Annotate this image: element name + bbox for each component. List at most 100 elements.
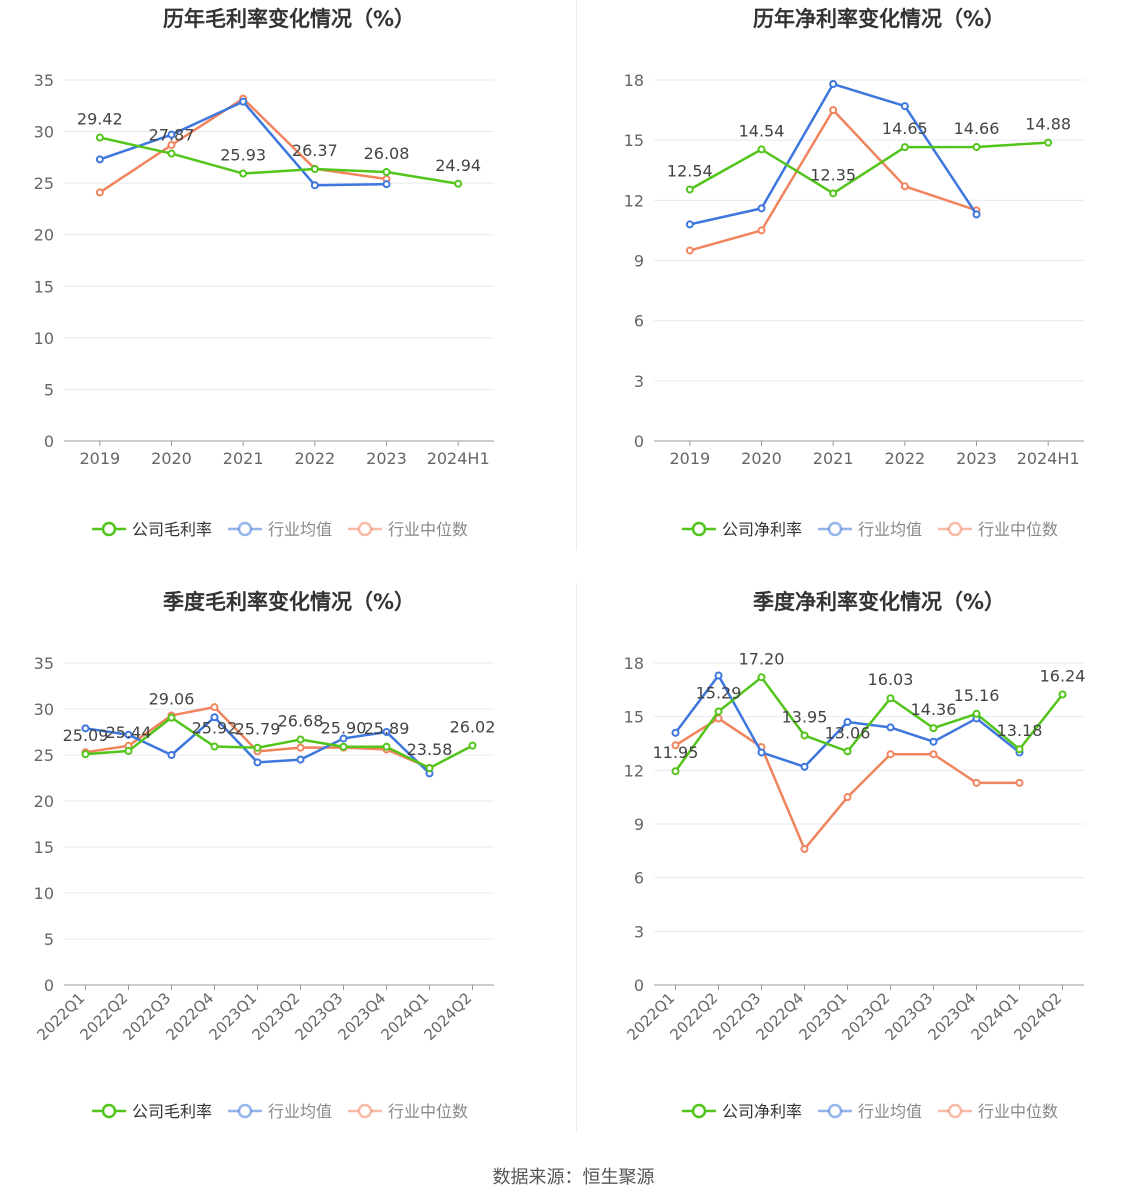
data-label: 13.06	[825, 723, 871, 742]
series-line	[674, 676, 1064, 772]
data-point	[886, 750, 895, 759]
data-point	[886, 723, 895, 732]
data-point	[382, 728, 391, 736]
data-point	[167, 149, 176, 158]
chart-svg: 历年净利率变化情况（%） 0 3 6 9 12 15 18 2019 2020 2021 2022 20…	[624, 7, 1084, 539]
legend-marker	[357, 1103, 373, 1119]
x-tick-label: 2019	[669, 449, 710, 468]
data-point	[339, 742, 348, 751]
data-label: 14.66	[954, 119, 1000, 138]
data-label: 27.87	[149, 126, 195, 145]
data-point	[843, 747, 852, 756]
data-point	[671, 741, 680, 750]
data-point	[382, 168, 391, 177]
data-label: 25.93	[220, 146, 266, 165]
data-point	[800, 731, 809, 740]
legend-label: 行业均值	[858, 1102, 922, 1121]
vertical-divider	[576, 583, 577, 1133]
legend-marker	[947, 521, 963, 537]
data-point	[843, 718, 852, 727]
source-note: 数据来源：恒生聚源	[492, 1167, 655, 1188]
y-tick-label: 12	[624, 191, 644, 210]
chart-title: 季度净利率变化情况（%）	[753, 590, 1005, 614]
data-point	[339, 734, 348, 743]
x-tick-label: 2024H1	[427, 449, 490, 468]
chart-title: 历年净利率变化情况（%）	[753, 7, 1005, 31]
data-label: 29.42	[77, 110, 123, 129]
y-tick-label: 6	[634, 869, 644, 888]
y-tick-label: 18	[624, 654, 644, 673]
data-point	[757, 673, 766, 682]
data-point	[124, 746, 133, 755]
series-line	[689, 141, 1049, 195]
legend-label: 行业中位数	[388, 520, 468, 539]
legend-label: 行业均值	[268, 1102, 332, 1121]
x-tick-label: 2023	[366, 449, 407, 468]
data-label: 11.95	[653, 743, 699, 762]
data-label: 16.24	[1040, 666, 1086, 685]
legend-label: 行业中位数	[978, 520, 1058, 539]
legend-label: 公司毛利率	[132, 1102, 212, 1121]
annual-gross-chart: 历年毛利率变化情况（%） 0 5 10 15 20 25 30 35 2019 2020 2021 20…	[0, 0, 560, 560]
legend-marker	[101, 521, 117, 537]
y-tick-label: 20	[34, 226, 54, 245]
y-tick-label: 0	[634, 432, 644, 451]
data-point	[929, 737, 938, 746]
y-tick-label: 25	[34, 746, 54, 765]
legend-marker	[947, 1103, 963, 1119]
data-label: 14.54	[739, 121, 785, 140]
x-tick-label: 2022	[294, 449, 335, 468]
y-tick-label: 15	[34, 277, 54, 296]
y-tick-label: 35	[34, 654, 54, 673]
data-point	[900, 143, 909, 152]
y-tick-label: 18	[624, 71, 644, 90]
data-point	[210, 713, 219, 722]
data-point	[167, 130, 176, 139]
data-label: 25.79	[235, 720, 281, 739]
data-label: 12.54	[667, 162, 713, 181]
data-point	[1015, 745, 1024, 754]
y-tick-label: 15	[34, 838, 54, 857]
data-label: 26.37	[292, 141, 338, 160]
y-tick-label: 15	[624, 131, 644, 150]
data-label: 25.89	[364, 719, 410, 738]
x-tick-label: 2021	[223, 449, 264, 468]
y-tick-label: 5	[44, 380, 54, 399]
data-point	[829, 80, 838, 89]
data-point	[972, 709, 981, 718]
y-tick-label: 6	[634, 312, 644, 331]
series-line	[85, 716, 474, 770]
legend-label: 公司净利率	[722, 1102, 802, 1121]
data-point	[167, 140, 176, 149]
x-tick-label: 2022	[884, 449, 925, 468]
data-label: 13.95	[782, 707, 828, 726]
y-tick-label: 0	[634, 976, 644, 995]
legend-label: 行业中位数	[978, 1102, 1058, 1121]
y-tick-label: 20	[34, 792, 54, 811]
data-point	[929, 750, 938, 759]
y-tick-label: 9	[634, 252, 644, 271]
legend-label: 行业均值	[858, 520, 922, 539]
data-label: 29.06	[149, 690, 195, 709]
y-tick-label: 5	[44, 930, 54, 949]
data-point	[900, 182, 909, 191]
data-point	[296, 755, 305, 764]
legend-marker	[101, 1103, 117, 1119]
data-point	[757, 145, 766, 154]
data-label: 24.94	[435, 156, 481, 175]
data-point	[671, 767, 680, 776]
data-point	[800, 762, 809, 771]
y-tick-label: 15	[624, 708, 644, 727]
data-label: 15.16	[954, 686, 1000, 705]
legend-label: 公司净利率	[722, 520, 802, 539]
data-point	[239, 97, 248, 106]
y-tick-label: 0	[44, 432, 54, 451]
data-label: 15.29	[696, 683, 742, 702]
data-point	[900, 102, 909, 111]
data-point	[454, 179, 463, 188]
data-point	[972, 210, 981, 219]
data-point	[843, 793, 852, 802]
data-point	[81, 724, 90, 733]
data-label: 16.03	[868, 670, 914, 689]
chart-title: 季度毛利率变化情况（%）	[163, 590, 415, 614]
